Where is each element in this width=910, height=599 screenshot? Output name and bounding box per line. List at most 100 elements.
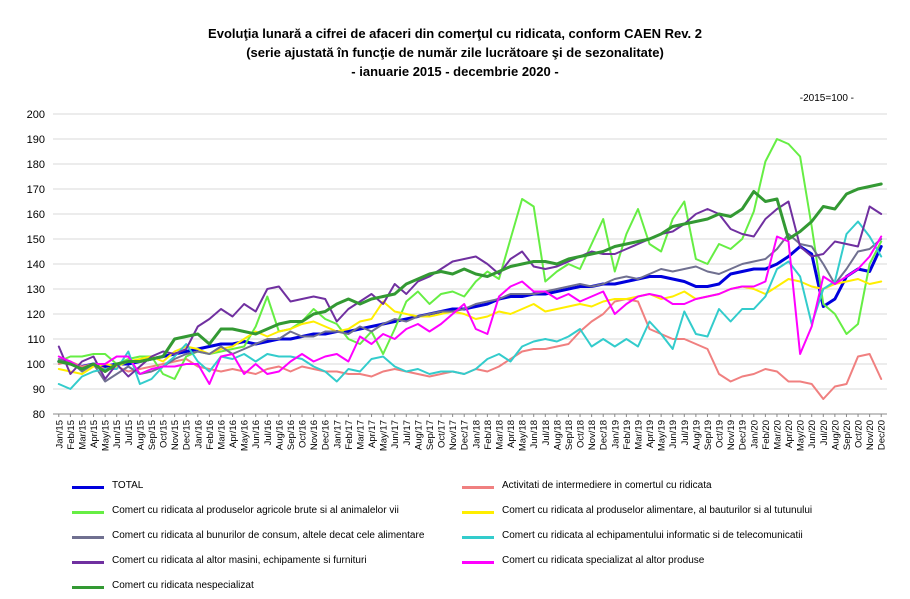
x-tick-label: Aug/17 [413,420,424,450]
x-tick-label: Aug/15 [135,420,146,450]
x-tick-label: Apr/17 [367,420,378,448]
x-tick-label: Oct/18 [576,420,587,448]
x-tick-label: Oct/16 [298,420,309,448]
y-tick-label: 80 [33,409,45,421]
legend-label: Comert cu ridicata al echipamentului inf… [502,530,803,541]
x-tick-label: Sep/17 [425,420,436,450]
legend-label: Comert cu ridicata al produselor aliment… [502,505,813,516]
x-tick-label: Sep/20 [842,420,853,450]
x-tick-label: Apr/15 [89,420,100,448]
title-line-3: - ianuarie 2015 - decembrie 2020 - [351,64,559,79]
x-tick-label: Jul/15 [124,420,135,445]
x-tick-label: Jan/15 [54,420,65,449]
legend-swatch [72,486,104,489]
x-tick-label: Sep/18 [564,420,575,450]
x-tick-label: Apr/18 [506,420,517,448]
x-tick-label: Jun/15 [112,420,123,449]
legend-label: Activitati de intermediere in comertul c… [502,480,712,491]
x-tick-label: May/17 [379,420,390,451]
legend-label: Comert cu ridicata specializat al altor … [502,555,705,566]
x-tick-label: Aug/19 [691,420,702,450]
legend-label: Comert cu ridicata al produselor agricol… [112,505,399,516]
x-tick-label: May/18 [518,420,529,451]
x-tick-label: May/19 [657,420,668,451]
x-tick-label: Jan/16 [193,420,204,449]
x-tick-label: Feb/19 [622,420,633,450]
series-line-9 [57,182,883,373]
x-tick-label: Aug/18 [552,420,563,450]
chart-title: Evoluţia lunară a cifrei de afaceri din … [0,24,910,81]
legend-swatch [462,486,494,489]
legend-swatch [462,561,494,564]
x-tick-label: Dec/16 [321,420,332,450]
x-tick-label: Feb/20 [761,420,772,450]
x-tick-label: May/15 [101,420,112,451]
x-tick-label: Sep/15 [147,420,158,450]
x-tick-label: Feb/17 [344,420,355,450]
x-tick-label: Jan/17 [332,420,343,449]
y-tick-label: 160 [27,209,45,221]
x-tick-label: Feb/16 [205,420,216,450]
x-tick-label: Jun/18 [529,420,540,449]
x-tick-label: Mar/16 [216,420,227,450]
x-tick-label: Jun/19 [668,420,679,449]
x-tick-label: Jun/17 [390,420,401,449]
legend-label: TOTAL [112,480,144,491]
legend-swatch [72,536,104,539]
x-tick-label: Nov/17 [448,420,459,450]
x-tick-label: Jul/19 [680,420,691,445]
legend-swatch [462,536,494,539]
y-tick-label: 180 [27,159,45,171]
x-tick-label: May/20 [796,420,807,451]
x-tick-label: Feb/15 [66,420,77,450]
x-tick-label: Nov/18 [587,420,598,450]
y-tick-label: 170 [27,184,45,196]
series-line-8 [57,235,883,385]
x-tick-label: Oct/19 [715,420,726,448]
x-tick-label: Mar/20 [772,420,783,450]
x-tick-label: Apr/20 [784,420,795,448]
x-tick-label: Mar/18 [494,420,505,450]
y-tick-label: 140 [27,259,45,271]
legend-swatch [72,561,104,564]
x-tick-label: Oct/15 [159,420,170,448]
x-tick-label: Dec/20 [877,420,888,450]
base-note: -2015=100 - [799,93,854,104]
x-tick-label: Jan/18 [471,420,482,449]
x-tick-label: Jan/20 [749,420,760,449]
x-tick-label: Nov/16 [309,420,320,450]
x-tick-label: Apr/16 [228,420,239,448]
x-tick-label: Jun/20 [807,420,818,449]
title-line-1: Evoluţia lunară a cifrei de afaceri din … [208,26,702,41]
y-tick-label: 150 [27,234,45,246]
x-tick-label: Nov/15 [170,420,181,450]
y-tick-label: 100 [27,359,45,371]
x-tick-label: Mar/17 [355,420,366,450]
x-tick-label: Dec/18 [599,420,610,450]
x-tick-label: Dec/19 [738,420,749,450]
x-tick-label: Oct/20 [854,420,865,448]
series-line-5 [57,233,883,383]
series-line-6 [57,220,883,390]
x-tick-label: Dec/17 [460,420,471,450]
x-tick-label: Dec/15 [182,420,193,450]
y-tick-label: 90 [33,384,45,396]
series-line-7 [57,200,883,380]
x-tick-label: Jul/18 [541,420,552,445]
x-tick-label: Jul/17 [402,420,413,445]
x-tick-label: Sep/19 [703,420,714,450]
title-line-2: (serie ajustată în funcţie de număr zile… [246,45,664,60]
x-tick-label: Nov/19 [726,420,737,450]
y-tick-label: 120 [27,309,45,321]
y-tick-label: 190 [27,134,45,146]
x-tick-label: Sep/16 [286,420,297,450]
x-tick-label: Jul/16 [263,420,274,445]
x-tick-label: Jan/19 [610,420,621,449]
x-tick-label: Jun/16 [251,420,262,449]
legend-label: Comert cu ridicata al bunurilor de consu… [112,530,425,541]
x-tick-label: Mar/19 [633,420,644,450]
x-tick-label: Mar/15 [77,420,88,450]
x-tick-label: Oct/17 [437,420,448,448]
